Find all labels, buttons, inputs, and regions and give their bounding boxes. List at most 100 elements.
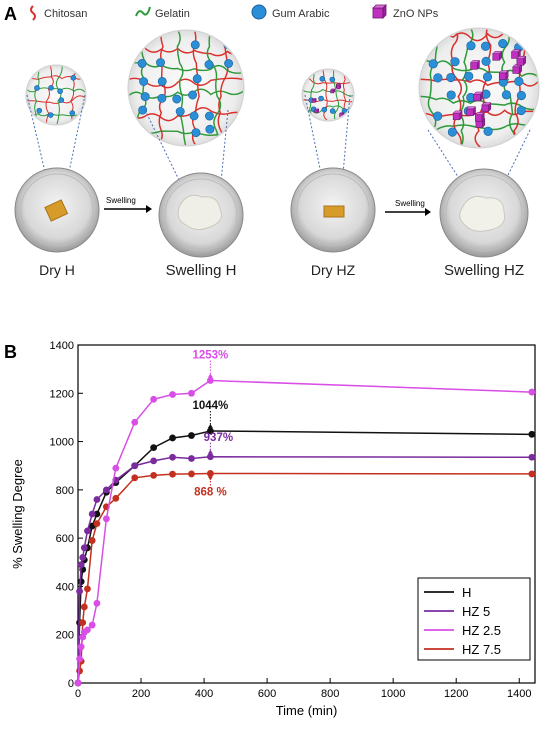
panel-a-label: A bbox=[4, 4, 17, 24]
annotation: 1044% bbox=[192, 400, 228, 428]
legend-label-gelatin: Gelatin bbox=[155, 8, 190, 20]
data-point bbox=[150, 457, 158, 465]
swelling-arrow-hz: Swelling bbox=[385, 199, 431, 216]
network-bubble-swelling-hz bbox=[418, 27, 540, 149]
data-point bbox=[79, 554, 87, 561]
gelatin-strand-icon bbox=[135, 6, 151, 17]
annotation-label: 1253% bbox=[192, 349, 228, 361]
petri-dish-swelling-h bbox=[158, 172, 244, 258]
data-point bbox=[188, 389, 195, 397]
legend-entry: HZ 5 bbox=[462, 604, 490, 619]
sample-label-swelling-h: Swelling H bbox=[166, 262, 237, 279]
data-point bbox=[169, 391, 176, 398]
data-point bbox=[206, 377, 214, 384]
y-tick-label: 800 bbox=[56, 485, 74, 497]
sample-label-dry-h: Dry H bbox=[39, 262, 75, 278]
legend-entry: H bbox=[462, 585, 471, 600]
sample-label-dry-hz: Dry HZ bbox=[311, 262, 356, 278]
chitosan-strand-icon bbox=[30, 5, 36, 21]
data-point bbox=[188, 455, 195, 462]
data-point bbox=[88, 621, 96, 629]
x-axis-label: Time (min) bbox=[276, 703, 338, 718]
annotation: 868 % bbox=[194, 476, 227, 498]
data-point bbox=[112, 464, 120, 472]
x-tick-label: 1200 bbox=[444, 688, 468, 700]
data-point bbox=[93, 510, 101, 518]
data-point bbox=[102, 486, 110, 494]
data-point bbox=[84, 585, 91, 593]
x-tick-label: 600 bbox=[258, 688, 276, 700]
data-point bbox=[88, 510, 96, 518]
series-line bbox=[77, 456, 532, 684]
data-point bbox=[102, 515, 110, 523]
plot-frame bbox=[77, 344, 536, 684]
y-tick-label: 600 bbox=[56, 533, 74, 545]
petri-dish-swelling-hz bbox=[439, 168, 529, 258]
data-point bbox=[93, 599, 101, 607]
legend-label-chitosan: Chitosan bbox=[44, 8, 87, 20]
data-point bbox=[206, 470, 214, 477]
series-line bbox=[77, 430, 532, 684]
annotation-label: 937% bbox=[204, 432, 233, 444]
data-point bbox=[76, 655, 83, 663]
data-point bbox=[93, 520, 101, 528]
legend-entry: HZ 2.5 bbox=[462, 623, 501, 638]
data-point bbox=[206, 427, 214, 435]
data-point bbox=[80, 603, 88, 611]
swelling-arrow-label: Swelling bbox=[395, 199, 425, 208]
chart-legend: H HZ 5 HZ 2.5 HZ 7.5 bbox=[417, 577, 531, 661]
y-tick-label: 1200 bbox=[50, 388, 74, 400]
data-point bbox=[79, 619, 87, 627]
zno-cube-icon bbox=[372, 4, 387, 19]
legend-label-gum-arabic: Gum Arabic bbox=[272, 8, 330, 20]
x-tick-label: 200 bbox=[132, 688, 150, 700]
data-point bbox=[169, 453, 176, 461]
data-point bbox=[169, 434, 176, 442]
y-tick-label: 200 bbox=[56, 630, 74, 642]
data-point bbox=[528, 453, 536, 461]
data-point bbox=[188, 470, 195, 478]
series-line bbox=[77, 379, 532, 684]
data-point bbox=[528, 470, 536, 478]
x-tick-label: 800 bbox=[321, 688, 339, 700]
data-point bbox=[84, 527, 91, 535]
data-point bbox=[131, 474, 139, 482]
data-point bbox=[169, 470, 176, 478]
annotation-label: 868 % bbox=[194, 486, 227, 498]
annotation-label: 1044% bbox=[192, 400, 228, 412]
annotation: 1253% bbox=[192, 349, 228, 378]
data-point bbox=[74, 679, 82, 687]
data-point bbox=[76, 587, 83, 595]
data-point bbox=[188, 432, 195, 439]
data-point bbox=[77, 643, 85, 651]
panel-b-label: B bbox=[4, 342, 17, 362]
data-point bbox=[84, 626, 91, 634]
annotation: 937% bbox=[204, 432, 233, 454]
legend-entry: HZ 7.5 bbox=[462, 642, 501, 657]
legend-label-zno: ZnO NPs bbox=[393, 8, 439, 20]
gum-arabic-sphere-icon bbox=[251, 4, 267, 20]
data-point bbox=[80, 544, 88, 552]
series-hz-2-5 bbox=[74, 377, 536, 687]
x-tick-label: 0 bbox=[75, 688, 81, 700]
network-bubble-swelling-h bbox=[127, 29, 245, 147]
panel-b: B 0 200 400 600 800 1000 1200 1400 0 200 400 600 800… bbox=[4, 340, 536, 718]
data-point bbox=[206, 453, 214, 461]
x-tick-label: 1400 bbox=[507, 688, 531, 700]
swelling-arrow-h: Swelling bbox=[104, 196, 152, 213]
network-bubble-dry-h bbox=[25, 64, 87, 126]
data-point bbox=[131, 462, 139, 470]
data-point bbox=[88, 537, 96, 544]
data-point bbox=[150, 395, 158, 403]
network-bubble-dry-hz bbox=[301, 68, 355, 122]
data-point bbox=[131, 418, 139, 426]
data-point bbox=[528, 430, 536, 438]
data-point bbox=[112, 494, 120, 502]
petri-dish-dry-hz bbox=[290, 167, 376, 253]
y-tick-label: 1000 bbox=[50, 437, 74, 449]
data-point bbox=[150, 444, 158, 452]
series-hz-5 bbox=[74, 453, 536, 687]
y-axis-label: % Swelling Degree bbox=[10, 459, 25, 569]
data-point bbox=[77, 578, 85, 585]
